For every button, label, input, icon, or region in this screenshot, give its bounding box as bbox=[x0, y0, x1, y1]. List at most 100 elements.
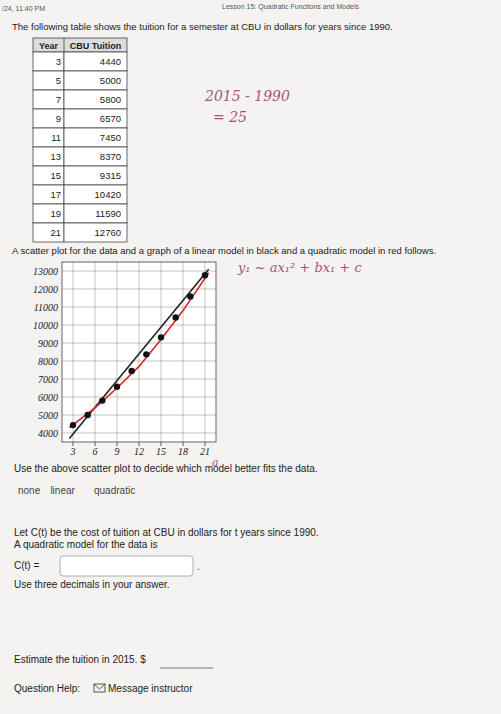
table-value: 3 bbox=[56, 56, 61, 67]
y-tick-label: 6000 bbox=[38, 392, 58, 403]
answer-blank[interactable] bbox=[160, 668, 213, 669]
table-cell bbox=[33, 109, 64, 128]
question-text: Use the above scatter plot to decide whi… bbox=[14, 463, 318, 474]
table-value: 5000 bbox=[100, 75, 121, 86]
table-value: 4440 bbox=[100, 56, 121, 67]
grid-line bbox=[117, 262, 118, 442]
table-cell bbox=[33, 185, 64, 204]
table-value: 13 bbox=[50, 151, 61, 162]
grid-line bbox=[183, 262, 184, 442]
y-tick-label: 5000 bbox=[38, 410, 58, 421]
column-header: CBU Tuition bbox=[70, 41, 121, 51]
mail-icon bbox=[94, 684, 105, 689]
x-tick-label: 21 bbox=[200, 446, 210, 457]
data-point bbox=[84, 412, 90, 418]
table-value: 9 bbox=[56, 113, 61, 124]
answer-option[interactable]: quadratic bbox=[94, 485, 135, 496]
data-point bbox=[128, 368, 134, 374]
x-tick-label: 12 bbox=[134, 446, 144, 457]
data-point bbox=[158, 334, 164, 340]
table-cell bbox=[33, 128, 64, 147]
table-value: 5800 bbox=[100, 94, 121, 105]
table-value: 10420 bbox=[95, 189, 121, 200]
plot-area bbox=[62, 262, 216, 442]
x-tick-label: 18 bbox=[178, 446, 188, 457]
table-cell bbox=[64, 204, 127, 223]
column-header: Year bbox=[39, 41, 59, 51]
chart: 4000500060007000800090001000011000120001… bbox=[33, 262, 216, 457]
question-text: A quadratic model for the data is bbox=[14, 539, 157, 550]
y-tick-label: 4000 bbox=[38, 428, 58, 439]
grid-line bbox=[73, 262, 74, 442]
x-tick-label: 15 bbox=[156, 446, 166, 457]
table-cell bbox=[64, 166, 127, 185]
table-value: 11 bbox=[51, 132, 61, 143]
table-value: 8370 bbox=[100, 151, 121, 162]
table-value: 11590 bbox=[95, 208, 121, 219]
plot-frame bbox=[62, 262, 216, 442]
message-link[interactable]: Message instructor bbox=[108, 683, 193, 694]
table-cell bbox=[64, 223, 127, 242]
table-value: 9315 bbox=[100, 170, 121, 181]
table-cell bbox=[64, 90, 127, 109]
tuition-table: YearCBU Tuition3444055000758009657011745… bbox=[33, 38, 127, 242]
table-cell bbox=[33, 147, 64, 166]
grid-line bbox=[205, 262, 206, 442]
y-tick-label: 7000 bbox=[38, 374, 58, 385]
x-tick-label: 6 bbox=[93, 446, 98, 457]
table-cell bbox=[64, 71, 127, 90]
y-tick-label: 13000 bbox=[33, 266, 58, 277]
grid-line bbox=[161, 262, 162, 442]
input-label: C(t) = bbox=[14, 560, 39, 571]
table-value: 7450 bbox=[100, 132, 121, 143]
question-text: Estimate the tuition in 2015. $ bbox=[14, 654, 146, 665]
y-tick-label: 9000 bbox=[38, 338, 58, 349]
timestamp: /24, 11:40 PM bbox=[2, 5, 45, 12]
answer-option[interactable]: linear bbox=[50, 485, 75, 496]
table-cell bbox=[64, 128, 127, 147]
answer-option[interactable]: none bbox=[18, 485, 41, 496]
lesson-title: Lesson 15: Quadratic Functions and Model… bbox=[222, 3, 359, 11]
data-point bbox=[202, 272, 208, 278]
table-value: 15 bbox=[50, 170, 61, 181]
data-point bbox=[70, 422, 76, 428]
data-point bbox=[99, 397, 105, 403]
table-cell bbox=[33, 71, 64, 90]
handwritten-note: 2015 - 1990 bbox=[204, 88, 290, 104]
answer-input[interactable] bbox=[60, 556, 193, 576]
table-cell bbox=[33, 166, 64, 185]
model-line bbox=[69, 269, 208, 438]
x-tick-label: 3 bbox=[70, 446, 76, 457]
table-divider bbox=[64, 38, 65, 52]
table-value: 21 bbox=[50, 227, 61, 238]
table-cell bbox=[64, 52, 127, 71]
table-value: 12760 bbox=[95, 227, 121, 238]
table-cell bbox=[64, 185, 127, 204]
help-label: Question Help: bbox=[14, 683, 80, 694]
data-point bbox=[187, 293, 193, 299]
y-tick-label: 12000 bbox=[33, 284, 58, 295]
table-header bbox=[33, 38, 127, 52]
y-tick-label: 8000 bbox=[38, 356, 58, 367]
table-value: 5 bbox=[56, 75, 61, 86]
table-cell bbox=[33, 204, 64, 223]
background bbox=[0, 0, 501, 714]
y-tick-label: 10000 bbox=[33, 320, 58, 331]
table-value: 17 bbox=[50, 189, 61, 200]
mail-icon bbox=[94, 684, 105, 692]
data-point bbox=[172, 314, 178, 320]
table-cell bbox=[64, 109, 127, 128]
table-cell bbox=[64, 147, 127, 166]
hint-text: Use three decimals in your answer. bbox=[14, 579, 170, 590]
table-value: 19 bbox=[50, 208, 61, 219]
table-value: 7 bbox=[56, 94, 61, 105]
plot-intro: A scatter plot for the data and a graph … bbox=[12, 245, 436, 256]
handwritten-note: y₁ ~ ax₁² + bx₁ + c bbox=[237, 260, 362, 275]
x-tick-label: 9 bbox=[115, 446, 120, 457]
table-cell bbox=[33, 90, 64, 109]
grid-line bbox=[139, 262, 140, 442]
data-point bbox=[114, 384, 120, 390]
intro-text: The following table shows the tuition fo… bbox=[12, 21, 393, 32]
model-line bbox=[69, 273, 208, 428]
punctuation: . bbox=[197, 561, 200, 572]
